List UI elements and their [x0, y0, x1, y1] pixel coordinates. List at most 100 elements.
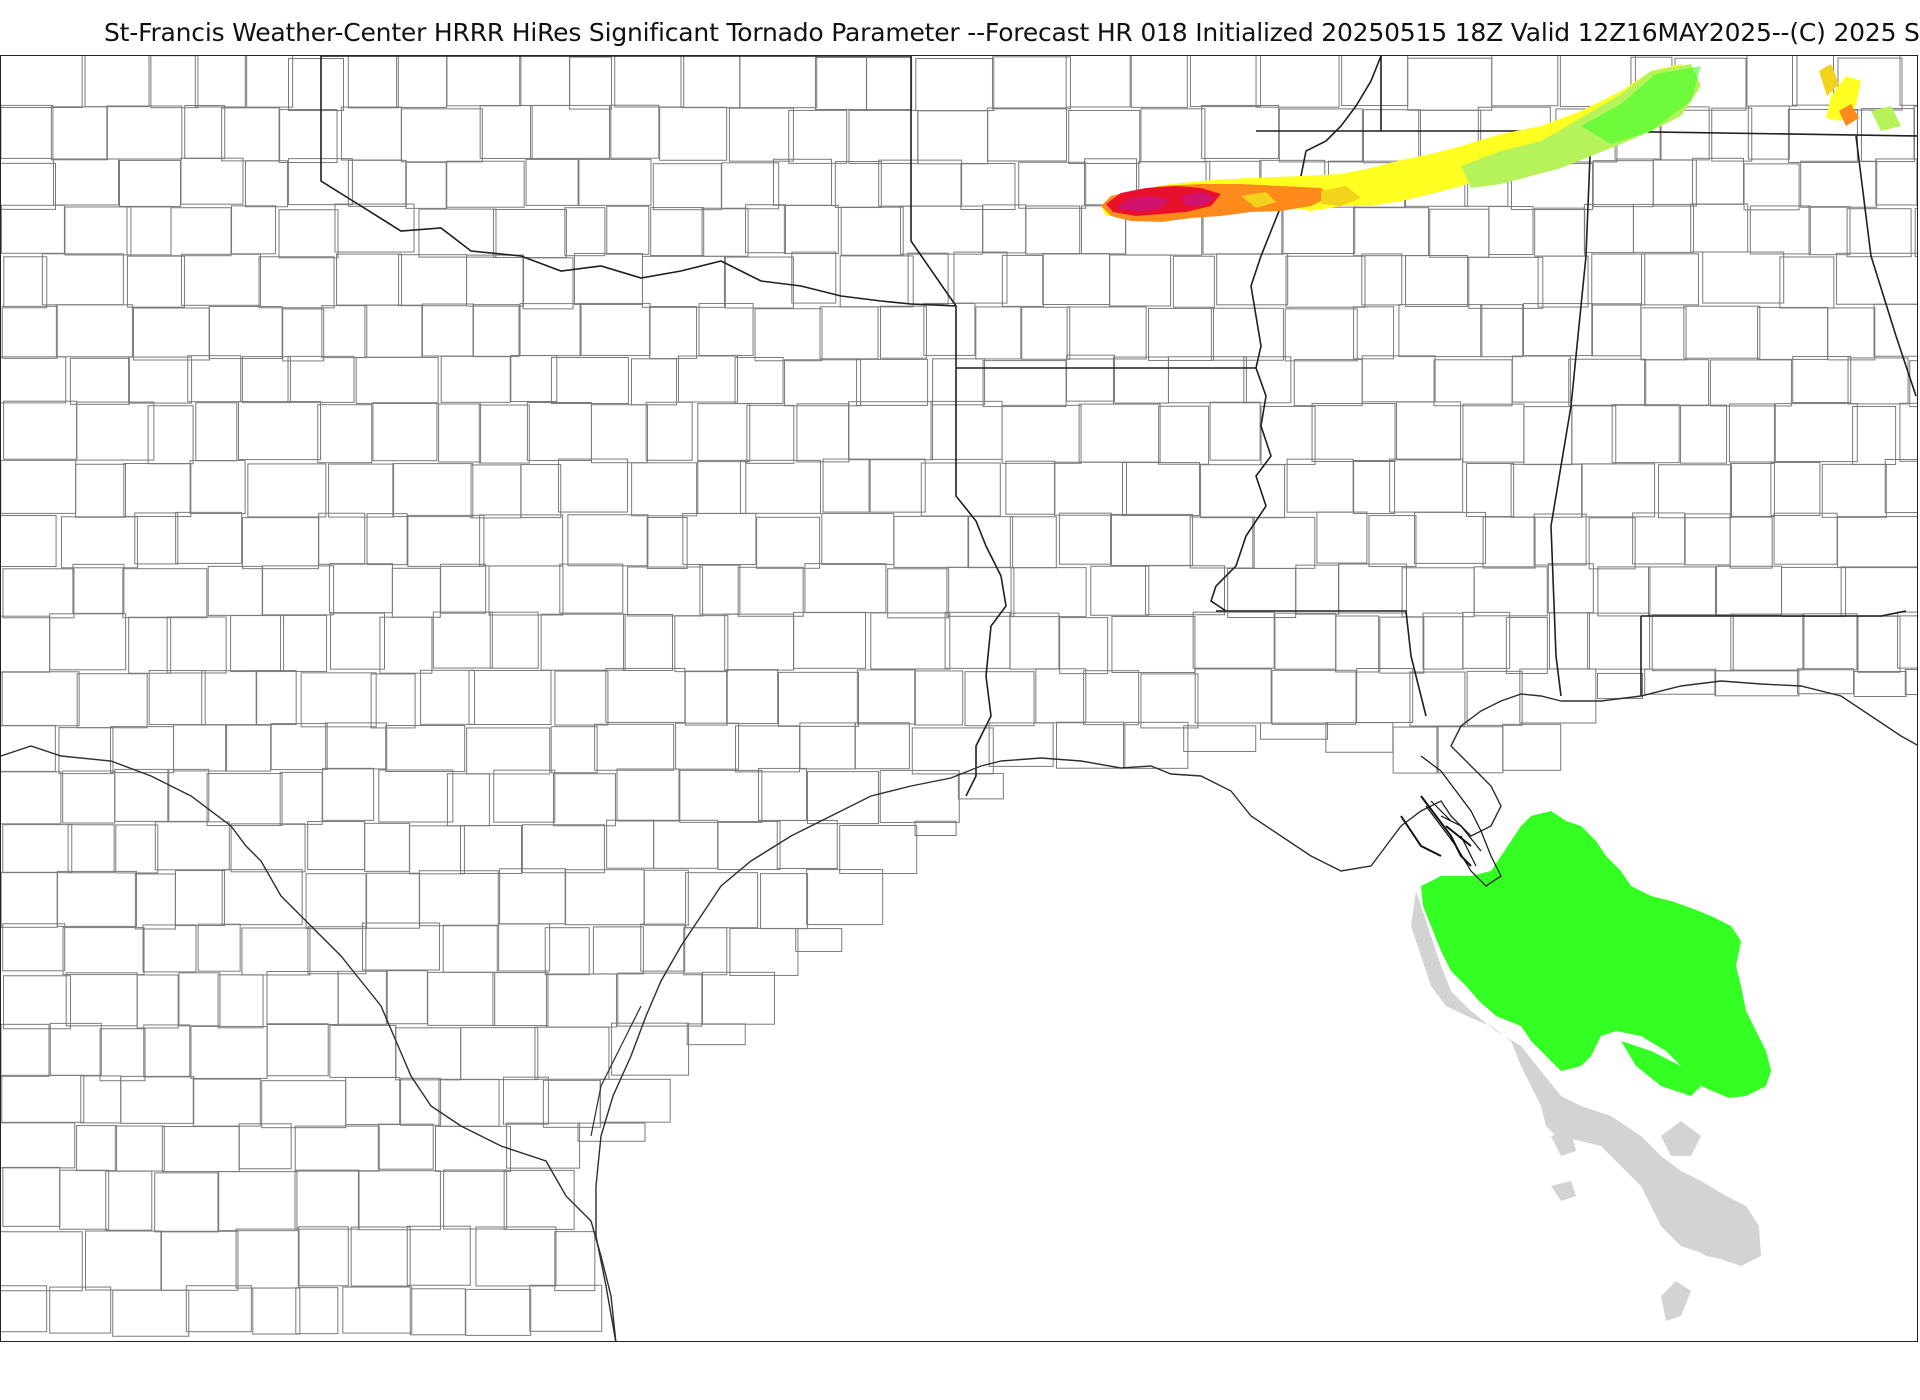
county-outline [1684, 513, 1731, 566]
county-outline [378, 769, 454, 823]
county-outline [1172, 255, 1215, 308]
county-outline [1, 1285, 48, 1333]
county-outline [1709, 359, 1792, 407]
county-outline [62, 770, 116, 824]
county-outline [65, 972, 138, 1027]
county-outline [1109, 254, 1172, 307]
county-outline [856, 669, 916, 725]
county-outline [550, 357, 629, 405]
county-outline [746, 404, 795, 464]
county-outline [1284, 308, 1358, 362]
county-outline [1, 724, 56, 772]
county-outline [1078, 403, 1161, 463]
county-outline [1130, 56, 1188, 108]
county-outline [105, 1170, 153, 1231]
county-outline [521, 824, 605, 874]
county-outline [1792, 356, 1852, 404]
county-outline [53, 158, 120, 206]
county-outline [698, 302, 754, 356]
county-outline [1183, 725, 1257, 752]
county-outline [459, 824, 522, 874]
county-outline [1293, 359, 1363, 407]
county-outline [729, 927, 799, 976]
county-outline [1111, 615, 1196, 673]
county-outline [869, 458, 926, 513]
county-outline [266, 1023, 329, 1077]
county-outline [75, 463, 127, 518]
county-outline [791, 251, 837, 304]
county-outline [295, 1287, 339, 1335]
county-outline [340, 106, 402, 161]
county-outline [1, 771, 62, 825]
county-outline [114, 768, 169, 822]
county-outline [1488, 206, 1534, 256]
county-outline [190, 1025, 268, 1079]
county-outline [594, 723, 675, 771]
county-outline [475, 1226, 557, 1287]
county-outline [120, 1075, 195, 1124]
county-outline [49, 1022, 102, 1076]
county-outline [1295, 564, 1340, 615]
county-outline [1356, 668, 1414, 724]
county-outline [1462, 611, 1511, 669]
county-outline [804, 563, 887, 614]
county-outline [847, 401, 933, 461]
county-outline [622, 614, 673, 672]
county-outline [418, 208, 497, 258]
county-outline [1, 1231, 83, 1292]
county-outline [1534, 207, 1586, 257]
county-outline [1462, 403, 1525, 463]
county-outline [1189, 56, 1261, 108]
county-outline [1, 459, 77, 514]
county-outline [1592, 160, 1654, 208]
county-outline [756, 516, 821, 569]
county-outline [1904, 669, 1917, 696]
county-outline [136, 974, 179, 1029]
county-outline [1909, 360, 1917, 408]
county-outline [58, 727, 114, 775]
county-outline [489, 611, 539, 669]
county-outline [366, 513, 408, 566]
county-outline [62, 927, 145, 976]
county-outline [643, 869, 689, 926]
county-outline [110, 726, 175, 774]
county-outline [231, 205, 277, 255]
county-outline [287, 355, 355, 403]
county-outline [297, 1226, 349, 1287]
county-outline [839, 255, 914, 308]
county-outline [1401, 567, 1475, 618]
county-outline [238, 1123, 292, 1170]
county-outline [649, 306, 698, 360]
county-outline [347, 56, 399, 109]
county-outline [946, 566, 1015, 617]
county-outline [1714, 670, 1800, 697]
county-outline [1409, 671, 1466, 727]
county-outline [686, 1023, 746, 1046]
county-outline [174, 870, 225, 927]
county-outline [56, 870, 137, 927]
county-outline [1611, 404, 1680, 464]
county-outline [1523, 406, 1573, 466]
county-outline [968, 516, 1014, 569]
county-outline [1010, 567, 1087, 618]
county-outline [591, 404, 649, 464]
county-outline [1537, 255, 1589, 308]
county-outline [128, 616, 172, 674]
county-outline [1065, 56, 1131, 108]
county-outline [1090, 565, 1150, 616]
county-outline [189, 460, 246, 515]
county-outline [911, 727, 994, 775]
stp-shading-northeast-band [1101, 64, 1901, 218]
county-outline [1711, 107, 1753, 162]
county-outline [1389, 458, 1464, 513]
county-outline [59, 1169, 110, 1230]
county-outline [364, 304, 423, 358]
county-outline [217, 974, 264, 1029]
county-outline [788, 109, 848, 164]
county-outline [1140, 108, 1206, 163]
county-outline [270, 723, 328, 771]
county-outline [834, 161, 882, 209]
map-frame[interactable] [0, 55, 1918, 1342]
county-outline [683, 927, 728, 976]
county-outline [466, 254, 525, 307]
